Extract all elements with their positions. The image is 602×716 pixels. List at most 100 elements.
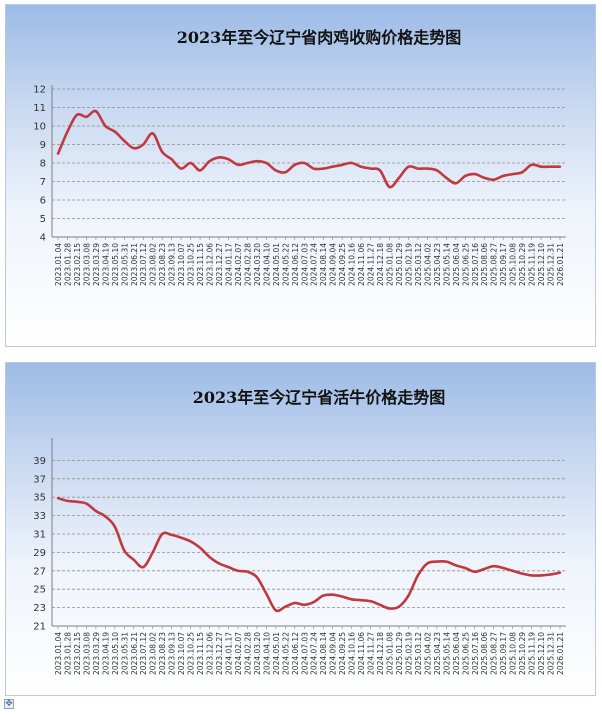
data-point — [558, 165, 562, 168]
data-point — [265, 592, 268, 595]
y-tick-label: 35 — [33, 493, 46, 504]
data-point — [293, 163, 296, 167]
data-point — [274, 169, 278, 172]
x-tick-label: 2025.06.25 — [461, 243, 470, 286]
data-point — [454, 182, 458, 185]
x-tick-label: 2025.05.14 — [442, 243, 451, 286]
x-tick-label: 2025.04.23 — [433, 243, 442, 286]
x-tick-label: 2023.02.15 — [73, 243, 82, 286]
x-tick-label: 2025.12.31 — [547, 632, 556, 675]
data-point — [378, 603, 382, 607]
data-point — [255, 576, 259, 579]
data-point — [407, 594, 410, 597]
data-point — [94, 509, 98, 513]
data-point — [246, 161, 249, 165]
x-tick-label: 2025.12.31 — [547, 243, 556, 286]
x-tick-label: 2024.01.17 — [224, 243, 233, 286]
y-tick-label: 23 — [33, 603, 46, 614]
data-point — [473, 172, 476, 176]
data-point — [303, 603, 306, 607]
move-handle-icon[interactable]: ✥ — [4, 699, 14, 709]
x-tick-label: 2024.07.24 — [310, 632, 319, 675]
x-tick-label: 2023.12.27 — [215, 243, 224, 286]
x-tick-label: 2025.06.04 — [452, 243, 461, 286]
x-tick-label: 2024.01.17 — [224, 632, 233, 675]
data-point — [426, 167, 429, 170]
x-tick-label: 2024.03.20 — [253, 243, 262, 286]
x-tick-label: 2025.04.02 — [423, 632, 432, 675]
data-point — [303, 161, 306, 165]
y-tick-label: 29 — [33, 548, 46, 559]
data-point — [217, 562, 221, 565]
y-tick-label: 31 — [33, 530, 46, 541]
data-point — [426, 562, 429, 565]
data-point — [435, 169, 439, 172]
data-point — [160, 532, 164, 536]
x-tick-label: 2025.10.08 — [509, 243, 518, 286]
data-point — [350, 598, 353, 601]
x-tick-label: 2023.01.04 — [54, 632, 63, 675]
x-tick-label: 2025.08.06 — [480, 243, 489, 286]
x-tick-label: 2023.03.08 — [82, 632, 91, 675]
data-point — [104, 515, 107, 518]
x-tick-label: 2023.01.28 — [63, 243, 72, 286]
data-point — [208, 159, 211, 163]
data-point — [132, 558, 135, 561]
x-tick-label: 2023.06.21 — [130, 632, 139, 675]
x-tick-label: 2024.05.22 — [281, 243, 290, 286]
x-tick-label: 2024.05.01 — [272, 632, 281, 675]
x-tick-label: 2024.07.03 — [300, 243, 309, 286]
data-point — [104, 124, 107, 128]
data-point — [151, 132, 154, 135]
data-point — [246, 570, 249, 573]
x-tick-label: 2025.09.17 — [499, 243, 508, 286]
x-tick-label: 2023.04.19 — [101, 632, 110, 675]
y-tick-label: 6 — [40, 196, 46, 207]
data-point — [227, 565, 230, 569]
data-point — [265, 161, 268, 165]
data-point — [198, 169, 202, 172]
y-tick-label: 11 — [33, 103, 46, 114]
x-tick-label: 2024.02.28 — [243, 632, 252, 675]
data-point — [160, 150, 164, 154]
data-point — [284, 605, 287, 608]
data-point — [227, 158, 230, 161]
x-tick-label: 2025.12.10 — [537, 243, 546, 286]
x-tick-label: 2023.01.04 — [54, 243, 63, 286]
data-point — [340, 595, 344, 598]
data-point — [75, 113, 79, 117]
x-tick-label: 2025.10.08 — [509, 632, 518, 675]
x-tick-label: 2024.05.01 — [272, 243, 281, 286]
x-tick-label: 2024.07.03 — [300, 632, 309, 675]
x-tick-label: 2023.12.27 — [215, 632, 224, 675]
x-tick-label: 2025.01.08 — [386, 632, 395, 675]
x-tick-label: 2024.11.06 — [357, 632, 366, 675]
data-point — [255, 159, 259, 163]
data-point — [483, 567, 486, 571]
data-point — [331, 593, 334, 596]
data-point — [492, 565, 495, 568]
data-point — [312, 167, 315, 170]
data-point — [359, 599, 363, 602]
data-point — [511, 569, 514, 572]
x-tick-label: 2025.07.16 — [471, 632, 480, 675]
x-tick-label: 2023.10.07 — [177, 243, 186, 286]
x-tick-label: 2025.10.29 — [518, 243, 527, 286]
x-tick-label: 2024.10.16 — [348, 243, 357, 286]
data-point — [416, 167, 420, 170]
chicken-price-chart: 2023年至今辽宁省肉鸡收购价格走势图 4 5 6 7 8 9 10 11 12 2023.01.0… — [33, 28, 566, 286]
data-point — [454, 564, 458, 567]
data-point — [66, 499, 69, 503]
x-tick-label: 2024.07.24 — [310, 243, 319, 286]
y-tick-label: 27 — [33, 566, 46, 577]
chart-title: 2023年至今辽宁省活牛价格走势图 — [193, 388, 446, 407]
data-point — [464, 566, 467, 570]
data-point — [142, 143, 145, 146]
y-tick-label: 7 — [40, 177, 46, 188]
x-tick-label: 2023.10.25 — [187, 243, 196, 286]
x-tick-label: 2025.04.23 — [433, 632, 442, 675]
data-point — [179, 536, 183, 539]
x-tick-label: 2024.09.25 — [338, 243, 347, 286]
x-tick-label: 2024.11.27 — [367, 243, 376, 286]
x-tick-label: 2024.12.18 — [376, 632, 385, 675]
